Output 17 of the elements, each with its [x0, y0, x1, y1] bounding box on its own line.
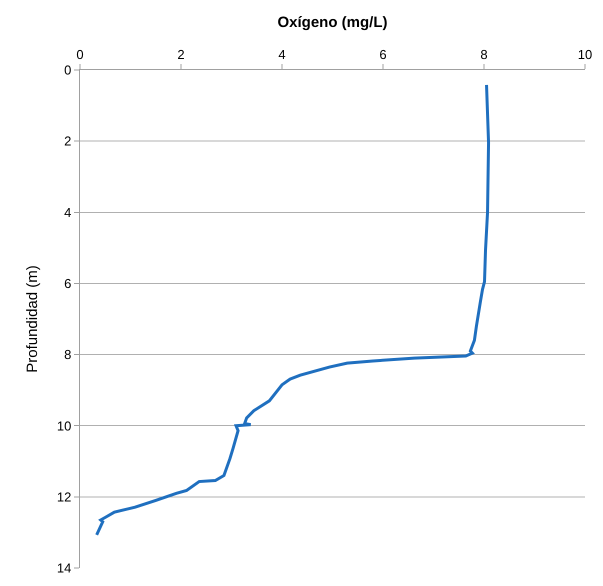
- y-tick-label: 12: [56, 489, 72, 504]
- y-tick-label: 10: [56, 418, 72, 434]
- x-tick-label: 10: [578, 46, 592, 62]
- x-tick-label: 6: [379, 46, 387, 62]
- y-tick-label: 14: [56, 560, 72, 576]
- x-tick-label: 4: [278, 46, 286, 62]
- x-tick-label: 2: [177, 46, 185, 62]
- y-tick-label: 2: [64, 134, 72, 149]
- line-series: [95, 83, 490, 536]
- x-axis-title: Oxígeno (mg/L): [278, 14, 388, 32]
- y-tick-label: 6: [64, 276, 72, 291]
- x-tick-label: 8: [480, 46, 488, 62]
- y-tick-label: 0: [64, 62, 72, 78]
- x-tick-label: 0: [76, 46, 84, 62]
- y-tick-label: 4: [64, 204, 72, 220]
- y-axis-title: Profundidad (m): [24, 265, 42, 373]
- y-tick-label: 8: [64, 347, 72, 362]
